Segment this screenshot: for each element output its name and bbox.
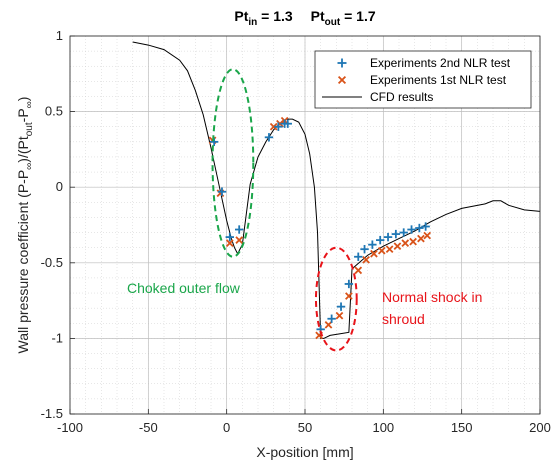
title-pt-in-value: = 1.3 [257, 8, 293, 24]
exp-2nd-point [235, 225, 244, 234]
y-tick-label: 0.5 [45, 104, 63, 119]
exp-2nd-point [421, 222, 430, 231]
exp-2nd-point [407, 225, 416, 234]
grid-lines [69, 35, 541, 415]
exp-1st-point [417, 234, 425, 243]
y-label-part3: -P [15, 108, 31, 122]
x-tick-label: 100 [372, 420, 394, 435]
axis-ticks: -100 -50 0 50 100 150 200 -1.5 -1 -0.5 0 0.5 1 [41, 28, 551, 435]
cfd-results-line [132, 41, 541, 339]
y-tick-label: 1 [56, 28, 63, 43]
legend-label-1st-test: Experiments 1st NLR test [370, 73, 507, 87]
exp-1st-point [362, 255, 370, 264]
legend-symbol-2nd-test [337, 58, 347, 68]
title-pt-in-sub: in [248, 17, 257, 28]
y-label-sub1: ∞ [24, 163, 35, 170]
legend: Experiments 2nd NLR test Experiments 1st… [314, 50, 532, 109]
exp-2nd-point [376, 235, 385, 245]
exp-2nd-point [274, 122, 283, 131]
y-tick-label: -1.5 [41, 406, 63, 421]
legend-label-cfd: CFD results [370, 90, 433, 104]
x-tick-label: 50 [298, 420, 312, 435]
exp-1st-point [345, 292, 353, 300]
exp-2nd-point [336, 302, 346, 311]
exp-1st-point [401, 239, 410, 247]
exp-1st-point [269, 122, 278, 131]
exp-1st-point [409, 237, 417, 246]
exp-2nd-point [225, 232, 234, 242]
annotation-normal-shock-line1: Normal shock in [382, 289, 482, 305]
exp-2nd-point [368, 240, 377, 249]
exp-1st-point [393, 242, 402, 251]
legend-symbol-1st-test [337, 75, 347, 85]
exp-2nd-point [264, 133, 274, 142]
exp-1st-point [354, 266, 363, 275]
exp-2nd-point [354, 252, 363, 261]
chart-title: Ptin = 1.3 Ptout = 1.7 [234, 8, 375, 28]
exp-2nd-point [217, 187, 227, 196]
x-tick-label: 0 [223, 420, 230, 435]
legend-symbols [322, 58, 362, 98]
title-pt-out-sub: out [325, 17, 341, 28]
exp-1st-point [335, 311, 344, 320]
title-pt-out-main: Pt [311, 8, 325, 24]
x-tick-label: -50 [139, 420, 158, 435]
exp-1st-point [235, 236, 244, 244]
exp-2nd-point [399, 228, 408, 237]
y-label-part1: Wall pressure coefficient (P-P [15, 170, 31, 354]
annotation-ellipse-choked [211, 68, 255, 258]
x-tick-label: -100 [57, 420, 83, 435]
exp-1st-point [370, 249, 378, 258]
y-label-part2: )/(Pt [15, 136, 31, 163]
y-label-sub2: out [24, 122, 35, 136]
y-label-part4: ) [15, 97, 31, 102]
exp-2nd-point [327, 314, 336, 323]
exp-2nd-point [383, 232, 393, 242]
annotation-layer [211, 68, 358, 352]
y-label-sub3: ∞ [24, 101, 35, 108]
data-layer [132, 41, 541, 340]
exp-2nd-point [391, 229, 401, 239]
annotation-choked-outer-flow: Choked outer flow [127, 280, 241, 296]
title-pt-out-value: = 1.7 [340, 8, 376, 24]
exp-1st-point [423, 231, 432, 240]
y-tick-label: -0.5 [41, 255, 63, 270]
exp-2nd-point [344, 279, 354, 289]
exp-2nd-point [360, 244, 369, 254]
annotation-ellipse-shock [314, 246, 358, 352]
exp-1st-point [225, 239, 234, 247]
exp-2nd-point [283, 119, 292, 128]
x-tick-label: 150 [451, 420, 473, 435]
exp-1st-point [324, 320, 333, 329]
title-pt-in-main: Pt [234, 8, 248, 24]
x-axis-label: X-position [mm] [256, 444, 353, 460]
y-tick-label: -1 [51, 330, 63, 345]
annotation-normal-shock-line2: shroud [382, 311, 425, 327]
legend-label-2nd-test: Experiments 2nd NLR test [370, 56, 511, 70]
y-tick-label: 0 [56, 179, 63, 194]
exp-2nd-point [415, 223, 424, 233]
legend-box [314, 50, 532, 109]
exp-1st-point [377, 246, 386, 255]
exp-1st-point [385, 245, 394, 254]
y-axis-label: Wall pressure coefficient (P-P∞)/(Ptout-… [15, 97, 35, 354]
x-tick-label: 200 [529, 420, 551, 435]
